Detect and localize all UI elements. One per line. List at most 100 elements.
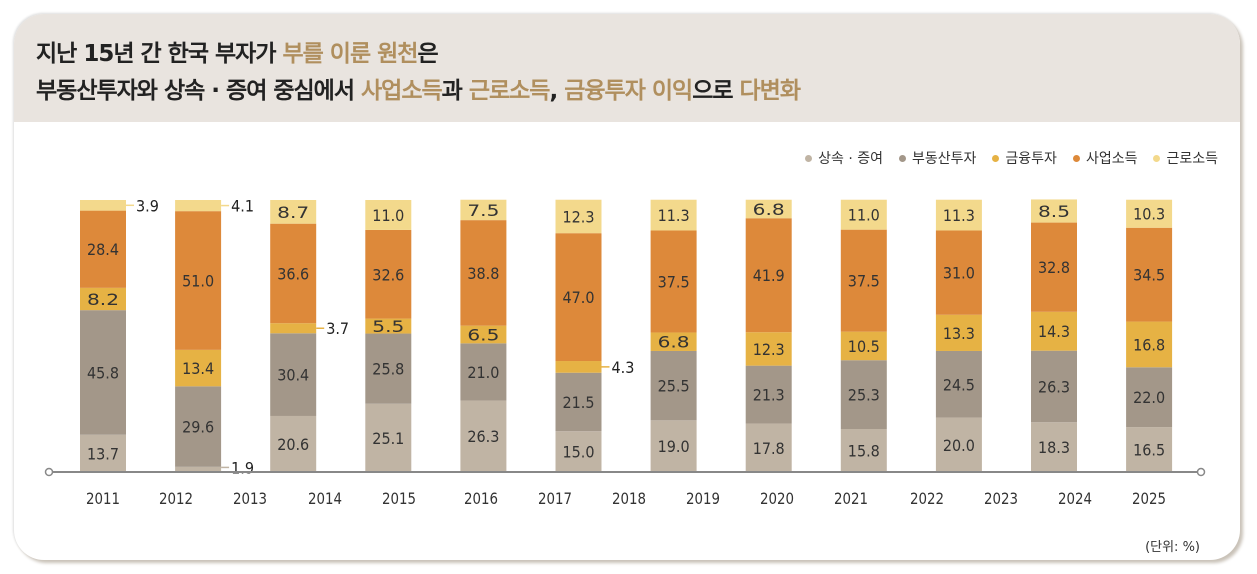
bar-segment bbox=[175, 211, 222, 350]
data-label: 1.9 bbox=[231, 458, 254, 477]
title-segment: 근로소득 bbox=[468, 78, 551, 104]
data-label: 11.0 bbox=[372, 206, 404, 225]
title-segment: 과 bbox=[441, 78, 469, 104]
legend: 상속 · 증여 부동산투자 금융투자 사업소득 근로소득 bbox=[805, 148, 1218, 168]
title-segment: 부동산투자와 상속 · 증여 중심에서 bbox=[36, 78, 362, 104]
bar-segment bbox=[1031, 311, 1077, 351]
data-label: 25.8 bbox=[372, 360, 404, 379]
legend-item: 근로소득 bbox=[1153, 148, 1218, 168]
legend-label: 사업소득 bbox=[1085, 151, 1138, 167]
bar-segment bbox=[1031, 350, 1077, 423]
title-segment: , bbox=[549, 78, 565, 104]
bar-segment bbox=[460, 199, 507, 221]
data-label: 16.8 bbox=[1133, 335, 1165, 354]
bar-segment bbox=[270, 223, 317, 324]
data-label: 20.6 bbox=[277, 435, 309, 454]
bar-segment bbox=[745, 365, 792, 424]
data-label: 21.3 bbox=[753, 386, 785, 405]
data-label: 38.8 bbox=[467, 264, 499, 283]
data-label: 45.8 bbox=[87, 363, 119, 382]
bar-segment bbox=[365, 229, 412, 319]
data-label: 4.1 bbox=[231, 197, 254, 216]
legend-dot-icon bbox=[899, 154, 906, 162]
title-segment: 은 bbox=[417, 41, 438, 67]
data-label: 32.6 bbox=[372, 265, 404, 284]
data-label: 25.1 bbox=[372, 429, 404, 448]
data-label: 19.0 bbox=[658, 437, 690, 456]
bar-segment bbox=[175, 200, 222, 212]
data-label: 13.7 bbox=[87, 444, 119, 463]
title-segment: 금융투자 이익 bbox=[564, 78, 693, 104]
bar-segment bbox=[555, 361, 602, 373]
data-label: 15.0 bbox=[563, 443, 595, 462]
data-label: 15.8 bbox=[848, 442, 880, 461]
data-label: 26.3 bbox=[1038, 377, 1070, 396]
bar-segment bbox=[365, 333, 412, 404]
bar-segment bbox=[840, 429, 887, 472]
data-label: 25.3 bbox=[848, 386, 880, 405]
bar-segment bbox=[840, 229, 887, 332]
legend-item: 금융투자 bbox=[992, 148, 1057, 168]
bar-segment bbox=[935, 417, 982, 472]
bar-segment bbox=[80, 200, 126, 211]
data-label: 32.8 bbox=[1038, 258, 1070, 277]
data-label: 21.0 bbox=[467, 363, 499, 382]
legend-dot-icon bbox=[805, 154, 813, 162]
data-label: 51.0 bbox=[182, 272, 214, 291]
bar-segment bbox=[650, 230, 697, 333]
bar-segment bbox=[555, 233, 602, 362]
legend-dot-icon bbox=[1153, 154, 1161, 162]
bar-segment bbox=[1126, 427, 1173, 472]
data-label: 5.5 bbox=[372, 317, 404, 336]
x-tick-label: 2020 bbox=[760, 489, 794, 508]
x-tick-label: 2017 bbox=[538, 489, 572, 508]
x-tick-label: 2018 bbox=[612, 489, 646, 508]
data-label: 13.4 bbox=[182, 359, 214, 378]
bar-segment bbox=[460, 325, 507, 344]
data-label: 8.2 bbox=[87, 290, 119, 309]
bar-segment bbox=[745, 218, 792, 333]
bar-segment bbox=[175, 386, 222, 467]
data-label: 11.0 bbox=[848, 206, 880, 225]
data-label: 6.5 bbox=[467, 326, 499, 345]
data-label: 34.5 bbox=[1133, 266, 1165, 285]
data-label: 31.0 bbox=[943, 264, 975, 283]
bar-segment bbox=[270, 323, 317, 334]
data-label: 41.9 bbox=[753, 266, 785, 285]
bar-segment bbox=[270, 333, 317, 416]
bar-segment bbox=[1031, 222, 1077, 312]
bar-segment bbox=[650, 199, 697, 231]
bar-segment bbox=[460, 400, 507, 472]
bar-segment bbox=[80, 310, 126, 435]
x-tick-label: 2011 bbox=[86, 489, 120, 508]
legend-item: 부동산투자 bbox=[899, 148, 976, 168]
legend-item: 상속 · 증여 bbox=[805, 148, 883, 168]
title-line-2: 부동산투자와 상속 · 증여 중심에서 사업소득과 근로소득, 금융투자 이익으… bbox=[36, 71, 801, 105]
x-tick-label: 2022 bbox=[910, 489, 944, 508]
bar-segment bbox=[935, 199, 982, 231]
data-label: 17.8 bbox=[753, 439, 785, 458]
x-tick-label: 2012 bbox=[159, 489, 193, 508]
data-label: 25.5 bbox=[658, 377, 690, 396]
bar-segment bbox=[80, 287, 126, 311]
bar-segment bbox=[555, 431, 602, 472]
bar-segment bbox=[270, 415, 317, 472]
bar-segment bbox=[1126, 367, 1173, 428]
bar-segment bbox=[1031, 422, 1077, 472]
bar-segment bbox=[745, 423, 792, 472]
bar-segment bbox=[840, 199, 887, 230]
bar-segment bbox=[650, 420, 697, 472]
legend-dot-icon bbox=[992, 154, 1000, 162]
header-band: 지난 15년 간 한국 부자가 부를 이룬 원천은 부동산투자와 상속 · 증여… bbox=[14, 14, 1240, 122]
data-label: 8.5 bbox=[1038, 202, 1070, 221]
data-label: 6.8 bbox=[753, 200, 785, 219]
bar-segment bbox=[745, 332, 792, 366]
title-segment: 으로 bbox=[692, 78, 740, 104]
x-tick-label: 2021 bbox=[834, 489, 868, 508]
title-segment: 부를 이룬 원천 bbox=[282, 41, 418, 67]
unit-label: (단위: %) bbox=[1145, 540, 1200, 555]
bar-segment bbox=[365, 403, 412, 472]
bar-segment bbox=[80, 210, 126, 288]
data-label: 26.3 bbox=[467, 427, 499, 446]
